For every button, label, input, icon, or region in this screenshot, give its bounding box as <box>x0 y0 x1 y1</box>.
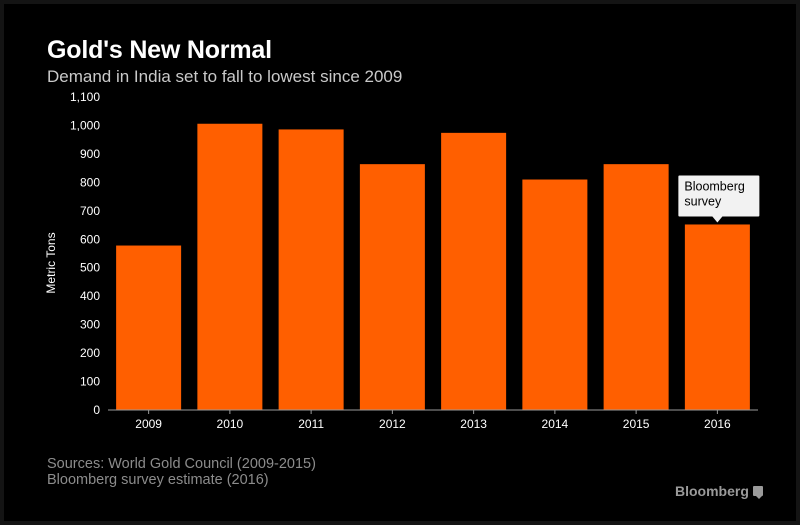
brand-logo: Bloomberg <box>675 483 763 499</box>
chart-subtitle: Demand in India set to fall to lowest si… <box>47 67 403 86</box>
bar-2014 <box>522 179 588 410</box>
y-tick-label: 100 <box>80 375 100 389</box>
y-tick-label: 1,000 <box>70 118 100 132</box>
sources-line-2: Bloomberg survey estimate (2016) <box>47 472 269 488</box>
y-tick-label: 700 <box>80 204 100 218</box>
x-tick-label: 2014 <box>542 417 569 431</box>
brand-name: Bloomberg <box>675 483 749 499</box>
sources-line-1: Sources: World Gold Council (2009-2015) <box>47 456 316 472</box>
bar-2009 <box>116 245 182 410</box>
callout-text: survey <box>684 194 722 208</box>
bars <box>116 123 750 411</box>
x-tick-label: 2010 <box>217 417 244 431</box>
y-tick-label: 600 <box>80 232 100 246</box>
y-tick-label: 1,100 <box>70 90 100 104</box>
x-axis: 2009 2010 2011 2012 2013 2014 2015 2016 <box>135 410 731 431</box>
bar-2011 <box>278 129 344 411</box>
callout-text: Bloomberg <box>684 179 744 193</box>
bar-2015 <box>603 164 669 410</box>
y-tick-label: 500 <box>80 261 100 275</box>
y-tick-label: 0 <box>93 403 100 417</box>
sources-note: Sources: World Gold Council (2009-2015) … <box>47 456 316 488</box>
x-tick-label: 2016 <box>704 417 731 431</box>
x-tick-label: 2015 <box>623 417 650 431</box>
bar-2013 <box>441 132 507 410</box>
x-tick-label: 2011 <box>298 417 324 431</box>
bar-2012 <box>359 164 425 410</box>
bar-2016 <box>684 224 750 410</box>
y-axis-label: Metric Tons <box>44 232 58 293</box>
y-tick-label: 800 <box>80 175 100 189</box>
x-tick-label: 2013 <box>460 417 487 431</box>
y-tick-label: 300 <box>80 318 100 332</box>
callout-box <box>678 175 760 217</box>
callout-pointer <box>712 216 723 223</box>
chart-title: Gold's New Normal <box>47 36 272 64</box>
x-tick-label: 2012 <box>379 417 406 431</box>
speech-bubble-icon <box>752 486 763 499</box>
y-axis: 0 100 200 300 400 500 600 700 800 900 1,000 1,100 <box>70 90 100 417</box>
x-tick-label: 2009 <box>135 417 162 431</box>
y-tick-label: 200 <box>80 346 100 360</box>
y-tick-label: 400 <box>80 289 100 303</box>
bar-2010 <box>197 123 263 410</box>
y-tick-label: 900 <box>80 147 100 161</box>
